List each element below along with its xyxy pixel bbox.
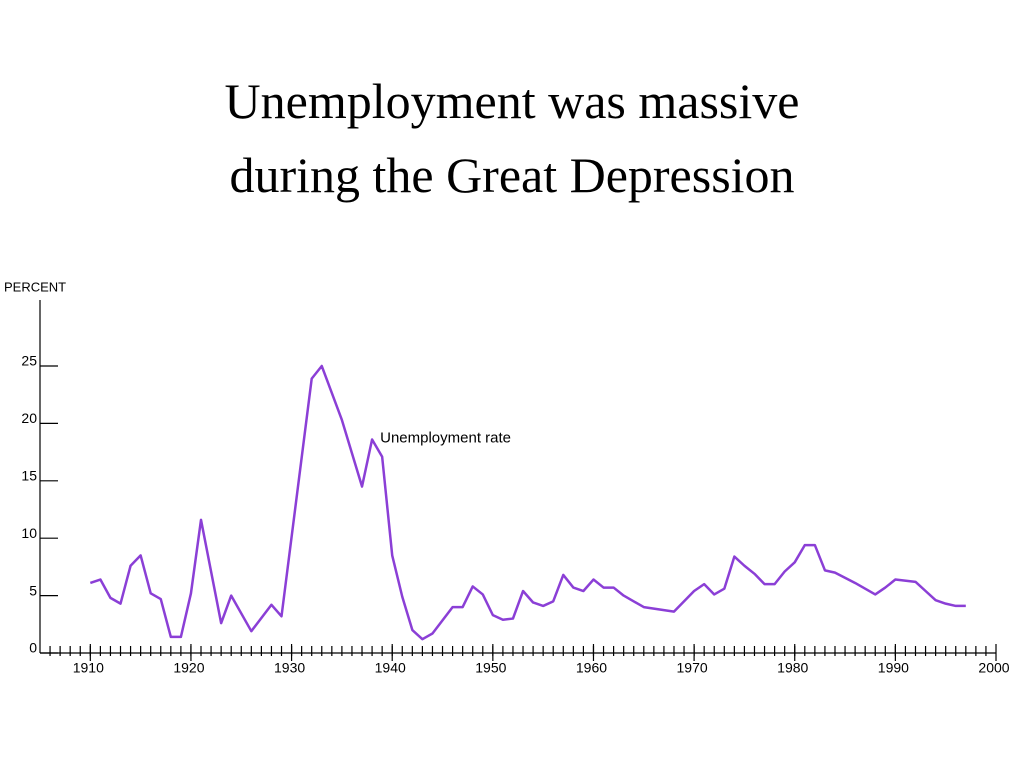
chart-title: Unemployment was massive [225,73,800,129]
data-line [89,364,966,641]
x-tick-label: 1980 [777,660,808,676]
y-axis-label: PERCENT [4,279,66,294]
y-tick-label: 25 [21,353,37,369]
y-tick-label: 20 [21,410,37,426]
annotation: Unemployment rate [380,429,511,446]
y-tick-label: 5 [29,582,37,598]
x-tick-label: 1910 [73,660,104,676]
x-tick-label: 1960 [576,660,607,676]
x-tick-label: 1950 [475,660,506,676]
x-tick-label: 1940 [375,660,406,676]
y-tick-label: 15 [21,468,37,484]
x-tick-label: 1970 [677,660,708,676]
x-tick-label: 2000 [978,660,1009,676]
x-tick-label: 1920 [173,660,204,676]
y-tick-label: 0 [29,640,37,656]
x-tick-label: 1990 [878,660,909,676]
x-tick-label: 1930 [274,660,305,676]
y-tick-label: 10 [21,525,37,541]
chart-title: during the Great Depression [229,147,794,203]
